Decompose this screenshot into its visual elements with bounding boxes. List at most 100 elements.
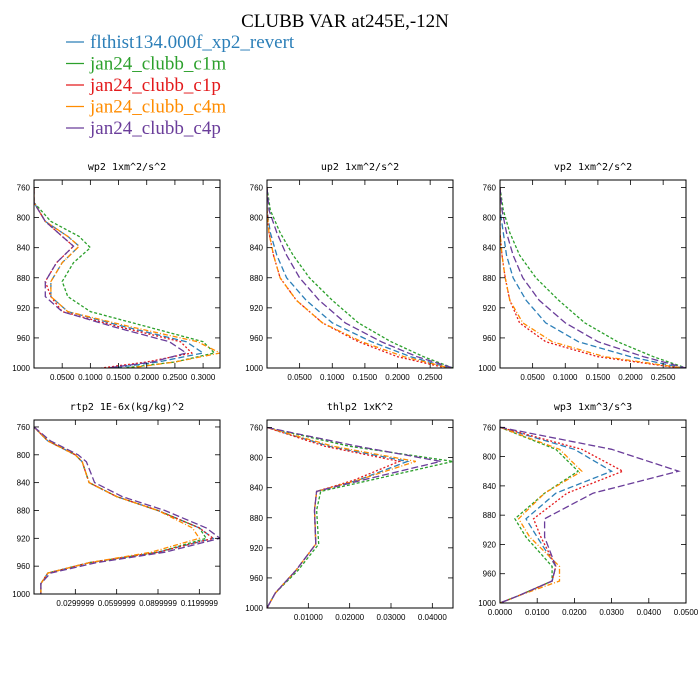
- xtick-label-4-3: 0.04000: [418, 613, 447, 622]
- ytick-label-5-3: 880: [483, 511, 497, 520]
- ytick-label-5-2: 840: [483, 482, 497, 491]
- panels: wp2 1xm^2/s^2 760 800 840 880 920 960 1000 0.050…: [12, 162, 699, 622]
- xtick-label-0-0: 0.0500: [50, 373, 75, 382]
- ytick-label-0-2: 840: [17, 244, 31, 253]
- series-line-0-0: [34, 187, 205, 368]
- ytick-label-0-0: 760: [17, 184, 31, 193]
- panel-series-1: [267, 187, 453, 368]
- panel-1: up2 1xm^2/s^2 760 800 840 880 920 960 1000 0.050…: [245, 162, 454, 382]
- panel-3: rtp2 1E-6x(kg/kg)^2 760 800 840 880 920 960 100…: [12, 402, 221, 608]
- ytick-label-5-5: 960: [483, 570, 497, 579]
- series-line-3-3: [34, 426, 201, 594]
- series-line-5-3: [500, 426, 583, 603]
- series-line-3-0: [34, 426, 215, 594]
- legend: flthist134.000f_xp2_revertjan24_clubb_c1…: [66, 32, 295, 139]
- xtick-label-2-2: 0.1500: [586, 373, 611, 382]
- ytick-label-1-1: 800: [250, 214, 264, 223]
- panel-title-3: rtp2 1E-6x(kg/kg)^2: [70, 402, 184, 413]
- series-line-0-2: [34, 187, 194, 368]
- figure-title: CLUBB VAR at245E,-12N: [241, 11, 449, 32]
- series-line-2-4: [500, 187, 686, 368]
- ytick-label-4-4: 920: [250, 544, 264, 553]
- legend-label-3: jan24_clubb_c4m: [89, 97, 226, 118]
- ytick-label-4-2: 840: [250, 484, 264, 493]
- series-line-4-3: [267, 426, 417, 608]
- xtick-label-0-5: 0.3000: [191, 373, 216, 382]
- xtick-label-0-4: 0.2500: [163, 373, 188, 382]
- xtick-label-1-3: 0.2000: [385, 373, 410, 382]
- ytick-label-3-3: 880: [17, 506, 31, 515]
- series-line-2-1: [500, 187, 686, 368]
- xtick-label-5-1: 0.0100: [525, 608, 550, 617]
- xtick-label-2-0: 0.0500: [520, 373, 545, 382]
- series-line-1-1: [267, 187, 453, 368]
- xtick-label-3-3: 0.1199999: [181, 599, 219, 608]
- ytick-label-3-4: 920: [17, 534, 31, 543]
- series-line-2-3: [500, 187, 683, 368]
- series-line-1-0: [267, 187, 450, 368]
- ytick-label-0-5: 960: [17, 334, 31, 343]
- xtick-label-5-0: 0.0000: [488, 608, 513, 617]
- series-line-4-0: [267, 426, 410, 608]
- legend-label-4: jan24_clubb_c4p: [89, 118, 221, 139]
- xtick-label-0-2: 0.1500: [106, 373, 131, 382]
- series-line-0-4: [34, 187, 188, 368]
- panel-frame-4: [266, 419, 454, 609]
- xtick-label-2-4: 0.2500: [651, 373, 676, 382]
- panel-title-1: up2 1xm^2/s^2: [321, 162, 399, 173]
- series-line-3-2: [34, 426, 215, 594]
- series-line-4-1: [267, 426, 453, 608]
- xtick-label-4-0: 0.01000: [294, 613, 323, 622]
- ytick-label-1-2: 840: [250, 244, 264, 253]
- panel-series-0: [34, 187, 220, 368]
- panel-frame-2: [499, 179, 687, 369]
- panel-series-2: [500, 187, 686, 368]
- xtick-label-2-1: 0.1000: [553, 373, 578, 382]
- panel-series-5: [500, 426, 681, 603]
- ytick-label-3-6: 1000: [12, 590, 30, 599]
- legend-label-2: jan24_clubb_c1p: [89, 75, 221, 96]
- xtick-label-5-5: 0.0500: [674, 608, 699, 617]
- xtick-label-4-2: 0.03000: [377, 613, 406, 622]
- panel-frame-0: [33, 179, 221, 369]
- panel-title-5: wp3 1xm^3/s^3: [554, 402, 632, 413]
- xtick-label-1-2: 0.1500: [353, 373, 378, 382]
- panel-title-2: vp2 1xm^2/s^2: [554, 162, 632, 173]
- panel-4: thlp2 1xK^2 760 800 840 880 920 960 1000 0.01000…: [245, 402, 454, 622]
- ytick-label-4-5: 960: [250, 574, 264, 583]
- ytick-label-4-0: 760: [250, 424, 264, 433]
- xtick-label-1-4: 0.2500: [418, 373, 443, 382]
- ytick-label-0-6: 1000: [12, 364, 30, 373]
- series-line-1-3: [267, 187, 450, 368]
- series-line-2-2: [500, 187, 680, 368]
- xtick-label-3-0: 0.0299999: [56, 599, 94, 608]
- ytick-label-5-0: 760: [483, 423, 497, 432]
- series-line-5-0: [500, 426, 614, 603]
- ytick-label-1-6: 1000: [245, 364, 263, 373]
- panel-title-4: thlp2 1xK^2: [327, 402, 393, 413]
- series-line-4-4: [267, 426, 441, 608]
- xtick-label-1-0: 0.0500: [287, 373, 312, 382]
- series-line-3-4: [34, 426, 220, 594]
- series-line-5-4: [500, 426, 681, 603]
- series-line-5-1: [500, 426, 580, 603]
- xtick-label-4-1: 0.02000: [335, 613, 364, 622]
- xtick-label-3-2: 0.0899999: [139, 599, 177, 608]
- panel-frame-5: [499, 419, 687, 604]
- panel-frame-1: [266, 179, 454, 369]
- xtick-label-0-1: 0.1000: [78, 373, 103, 382]
- panel-series-4: [267, 426, 453, 608]
- ytick-label-1-0: 760: [250, 184, 264, 193]
- series-line-0-3: [34, 187, 220, 368]
- series-line-2-0: [500, 187, 683, 368]
- xtick-label-5-3: 0.0300: [599, 608, 624, 617]
- xtick-label-5-4: 0.0400: [637, 608, 662, 617]
- legend-label-1: jan24_clubb_c1m: [89, 54, 226, 75]
- ytick-label-0-1: 800: [17, 214, 31, 223]
- xtick-label-5-2: 0.0200: [562, 608, 587, 617]
- xtick-label-2-3: 0.2000: [618, 373, 643, 382]
- ytick-label-3-0: 760: [17, 423, 31, 432]
- ytick-label-0-4: 920: [17, 304, 31, 313]
- ytick-label-2-6: 1000: [478, 364, 496, 373]
